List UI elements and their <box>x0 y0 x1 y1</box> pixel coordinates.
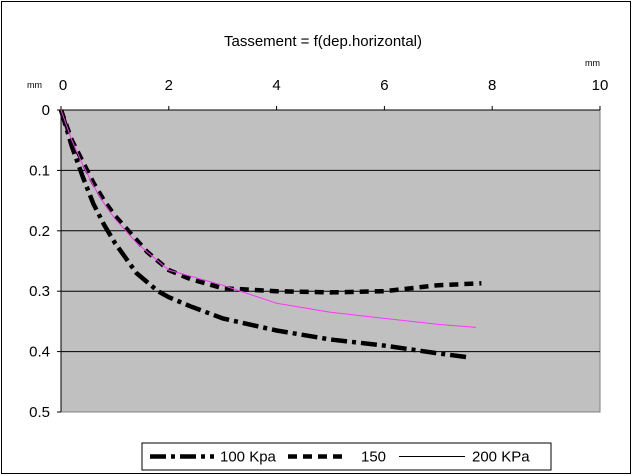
x-tick-label: 8 <box>488 77 496 94</box>
legend-label: 200 KPa <box>472 449 530 466</box>
x-tick-label: 10 <box>592 77 609 94</box>
x-tick-label: 2 <box>165 77 173 94</box>
plot-area: 0 0.1 0.2 0.3 0.4 0.5 0 2 4 6 8 10 <box>29 77 608 421</box>
series-line <box>58 109 471 360</box>
y-tick-label: 0 <box>42 102 50 119</box>
series-line <box>58 109 482 295</box>
x-tick-label: 6 <box>380 77 388 94</box>
x-axis-unit-left: mm <box>27 80 42 90</box>
y-tick-label: 0.2 <box>29 223 50 240</box>
legend-label: 100 Kpa <box>220 449 277 466</box>
x-tick-label: 4 <box>272 77 280 94</box>
y-tick-label: 0.4 <box>29 344 50 361</box>
series-line <box>60 109 477 328</box>
x-tick-label: 0 <box>59 77 67 94</box>
chart-title: Tassement = f(dep.horizontal) <box>224 33 422 50</box>
y-tick-label: 0.5 <box>29 404 50 421</box>
plot-background <box>60 109 601 413</box>
x-axis-unit-right: mm <box>585 58 600 68</box>
legend: 100 Kpa 150 200 KPa <box>141 442 552 471</box>
legend-label: 150 <box>361 449 386 466</box>
y-tick-label: 0.1 <box>29 162 50 179</box>
y-tick-label: 0.3 <box>29 283 50 300</box>
